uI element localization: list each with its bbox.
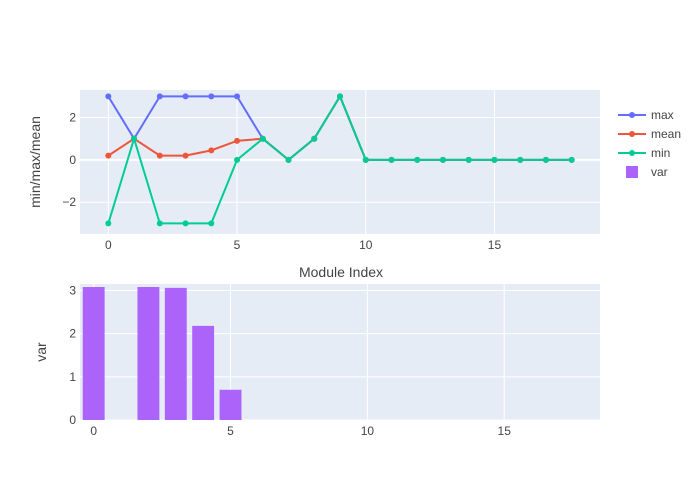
series-min-point[interactable] <box>156 220 163 227</box>
legend-marker <box>629 150 635 156</box>
series-min-point[interactable] <box>259 135 266 142</box>
legend-label: var <box>651 165 668 179</box>
series-min <box>105 93 575 227</box>
series-max-point[interactable] <box>234 93 241 100</box>
bottom-subplot: 0 5 10 15 0 1 2 3 var <box>33 283 600 438</box>
bottom-y-tick-label: 3 <box>69 283 76 297</box>
var-bar[interactable] <box>82 287 105 420</box>
series-max-point[interactable] <box>182 93 189 100</box>
legend-item-max[interactable]: max <box>618 108 674 122</box>
bottom-x-tick-label: 10 <box>361 424 375 438</box>
series-min-point[interactable] <box>105 220 112 227</box>
var-bar[interactable] <box>192 325 215 420</box>
series-mean-point[interactable] <box>105 152 112 159</box>
series-mean-point[interactable] <box>234 137 241 144</box>
legend-label: mean <box>651 127 681 141</box>
series-min-point[interactable] <box>182 220 189 227</box>
var-bars <box>82 287 242 420</box>
top-series-group <box>105 93 575 227</box>
series-mean-point[interactable] <box>182 152 189 159</box>
legend-item-mean[interactable]: mean <box>618 127 681 141</box>
legend-item-var[interactable]: var <box>626 165 668 179</box>
bottom-tick-labels: 0 5 10 15 0 1 2 3 <box>69 283 511 438</box>
legend[interactable]: max mean min var <box>618 108 681 179</box>
series-min-point[interactable] <box>362 156 369 163</box>
top-x-tick-label: 5 <box>234 238 241 252</box>
series-min-point[interactable] <box>337 93 343 100</box>
series-max-point[interactable] <box>208 93 215 100</box>
series-min-point[interactable] <box>414 156 421 163</box>
top-x-tick-label: 10 <box>359 238 373 252</box>
series-min-point[interactable] <box>285 156 292 163</box>
bottom-y-tick-label: 2 <box>69 327 76 341</box>
top-y-tick-label: 2 <box>69 111 76 125</box>
series-min-point[interactable] <box>208 220 215 227</box>
legend-label: min <box>651 146 670 160</box>
var-bar[interactable] <box>137 287 160 420</box>
series-min-point[interactable] <box>388 156 395 163</box>
top-tick-labels: 0 5 10 15 −2 0 2 <box>62 111 501 252</box>
top-subplot: 0 5 10 15 −2 0 2 min/max/mean Module Index <box>27 90 600 280</box>
legend-label: max <box>651 108 674 122</box>
series-mean-point[interactable] <box>156 152 163 159</box>
series-min-point[interactable] <box>311 135 318 142</box>
var-bar[interactable] <box>164 287 187 420</box>
series-min-point[interactable] <box>568 156 575 163</box>
var-bar[interactable] <box>219 389 242 420</box>
top-x-tick-label: 15 <box>488 238 502 252</box>
top-plot-background <box>80 90 600 234</box>
series-max-point[interactable] <box>156 93 163 100</box>
legend-marker <box>629 112 635 118</box>
bottom-y-axis-label: var <box>33 342 49 362</box>
series-min-point[interactable] <box>517 156 524 163</box>
bottom-y-tick-label: 0 <box>69 413 76 427</box>
series-min-point[interactable] <box>465 156 472 163</box>
bottom-x-tick-label: 15 <box>498 424 512 438</box>
bottom-x-tick-label: 0 <box>90 424 97 438</box>
series-min-point[interactable] <box>491 156 498 163</box>
legend-item-min[interactable]: min <box>618 146 670 160</box>
series-min-point[interactable] <box>439 156 446 163</box>
series-min-point[interactable] <box>131 135 138 142</box>
x-axis-label: Module Index <box>299 264 383 280</box>
bottom-x-tick-label: 5 <box>227 424 234 438</box>
bottom-y-tick-label: 1 <box>69 370 76 384</box>
top-y-tick-label: −2 <box>62 195 76 209</box>
legend-bar-swatch <box>626 166 638 178</box>
top-y-tick-label: 0 <box>69 153 76 167</box>
series-min-point[interactable] <box>542 156 549 163</box>
series-max-point[interactable] <box>105 93 112 100</box>
legend-marker <box>629 131 635 137</box>
top-x-tick-label: 0 <box>105 238 112 252</box>
series-min-point[interactable] <box>234 156 241 163</box>
series-mean-point[interactable] <box>208 147 215 154</box>
top-y-axis-label: min/max/mean <box>27 116 43 208</box>
